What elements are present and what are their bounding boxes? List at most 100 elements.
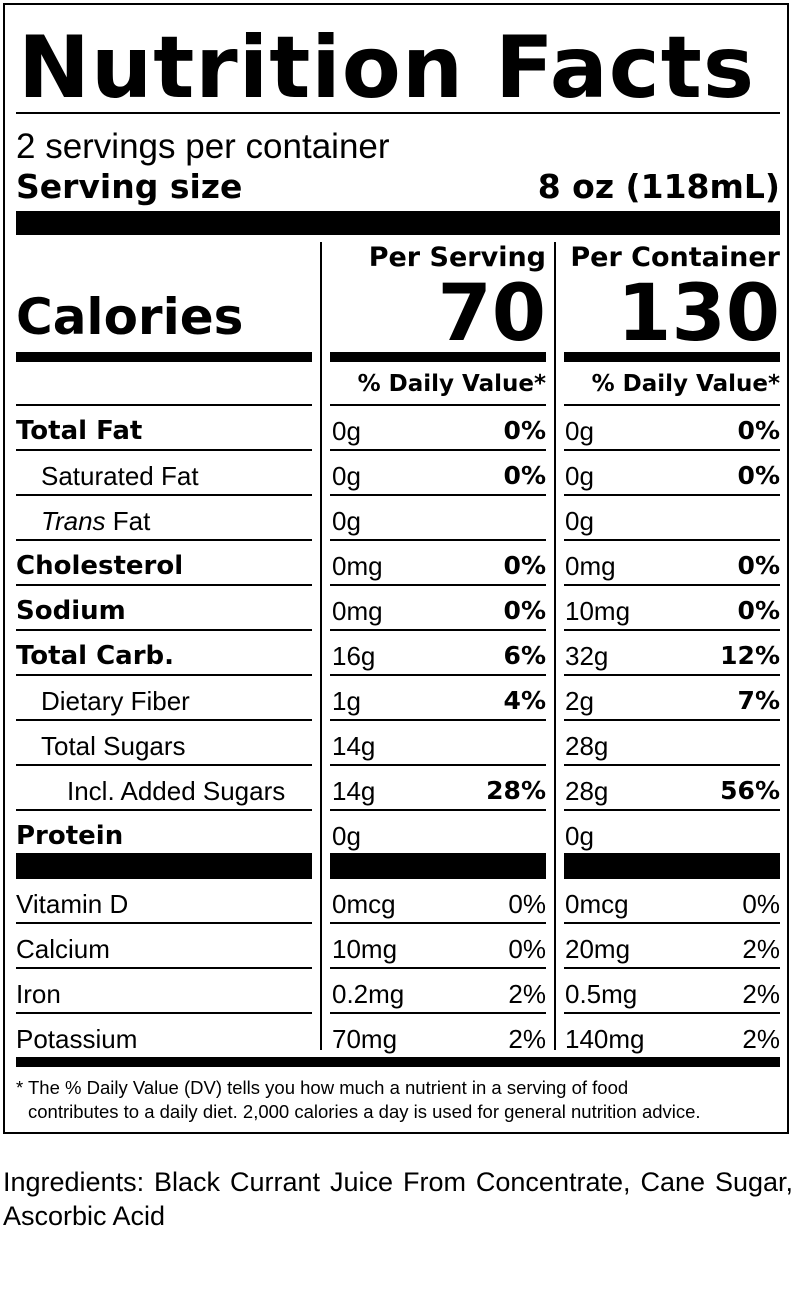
nutrient-name: Vitamin D (16, 889, 129, 919)
container-amount: 0g (565, 461, 594, 491)
container-amount: 32g (565, 641, 609, 671)
row-divider (330, 449, 546, 451)
per-container-header: Per Container (570, 242, 780, 273)
container-amount: 28g (565, 731, 609, 761)
nutrient-name: Total Fat (16, 416, 143, 446)
nutrient-name: Calcium (16, 934, 110, 964)
container-daily-value: 0% (737, 596, 780, 625)
row-divider (16, 719, 312, 721)
nutrient-name-italic: Trans (41, 506, 106, 536)
serving-amount: 70mg (332, 1024, 398, 1054)
serving-amount: 0g (332, 461, 361, 491)
calories-rule-left (16, 352, 312, 362)
per-serving-header: Per Serving (368, 242, 546, 273)
container-daily-value: 0% (742, 889, 780, 919)
row-divider (16, 494, 312, 496)
calories-rule-mid (330, 352, 546, 362)
row-divider (564, 922, 780, 924)
row-divider (330, 629, 546, 631)
row-divider (330, 1012, 546, 1014)
nutrient-name: Total Sugars (41, 731, 186, 761)
container-amount: 140mg (565, 1024, 645, 1054)
container-daily-value: 56% (720, 776, 780, 805)
nutrient-name: Sodium (16, 596, 126, 626)
panel-title: Nutrition Facts (18, 18, 756, 118)
serving-amount: 1g (332, 686, 361, 716)
thick-divider-vitamins-left (16, 853, 312, 879)
row-divider (564, 674, 780, 676)
container-daily-value: 0% (737, 461, 780, 490)
calories-label: Calories (16, 288, 244, 346)
serving-daily-value: 6% (503, 641, 546, 670)
serving-amount: 0mcg (332, 889, 396, 919)
serving-daily-value: 2% (508, 979, 546, 1009)
serving-amount: 16g (332, 641, 376, 671)
row-divider (330, 719, 546, 721)
dv-header-container: % Daily Value* (591, 371, 780, 397)
nutrient-name: Incl. Added Sugars (67, 776, 286, 806)
calories-rule-right (564, 352, 780, 362)
container-amount: 10mg (565, 596, 631, 626)
row-divider (564, 539, 780, 541)
serving-daily-value: 0% (503, 416, 546, 445)
calories-per-serving: 70 (437, 269, 546, 359)
container-amount: 20mg (565, 934, 631, 964)
container-amount: 0mg (565, 551, 616, 581)
row-divider (16, 967, 312, 969)
serving-daily-value: 0% (503, 551, 546, 580)
row-divider (564, 584, 780, 586)
row-divider (16, 629, 312, 631)
row-divider (564, 629, 780, 631)
servings-per-container: 2 servings per container (16, 127, 390, 166)
nutrient-name: Iron (16, 979, 61, 1009)
row-divider (330, 764, 546, 766)
row-divider (564, 449, 780, 451)
footnote-line-2: contributes to a daily diet. 2,000 calor… (28, 1101, 701, 1122)
container-amount: 28g (565, 776, 609, 806)
row-divider (564, 719, 780, 721)
row-divider (16, 584, 312, 586)
container-daily-value: 2% (742, 934, 780, 964)
nutrient-name: Total Carb. (16, 641, 175, 671)
row-divider (564, 1012, 780, 1014)
row-divider (16, 809, 312, 811)
row-divider (16, 922, 312, 924)
nutrient-name-rest: Fat (105, 506, 151, 536)
serving-amount: 0.2mg (332, 979, 405, 1009)
serving-amount: 0g (332, 506, 361, 536)
serving-size-value: 8 oz (118mL) (537, 167, 780, 206)
row-divider (564, 494, 780, 496)
serving-amount: 14g (332, 776, 376, 806)
column-divider-2 (554, 242, 556, 1050)
container-amount: 0.5mg (565, 979, 638, 1009)
container-amount: 0g (565, 821, 594, 851)
container-daily-value: 2% (742, 979, 780, 1009)
container-daily-value: 12% (720, 641, 780, 670)
row-divider (330, 674, 546, 676)
row-divider (564, 967, 780, 969)
row-divider (564, 404, 780, 406)
nutrition-facts-panel (3, 3, 789, 1134)
ingredients-list: Ingredients: Black Currant Juice From Co… (3, 1167, 793, 1231)
serving-amount: 0mg (332, 551, 383, 581)
row-divider (16, 674, 312, 676)
thick-divider-top (16, 211, 780, 235)
container-daily-value: 0% (737, 551, 780, 580)
row-divider (330, 494, 546, 496)
row-divider (16, 764, 312, 766)
serving-amount: 0g (332, 821, 361, 851)
thick-divider-vitamins-right (564, 853, 780, 879)
row-divider (16, 539, 312, 541)
row-divider (16, 404, 312, 406)
serving-daily-value: 4% (503, 686, 546, 715)
dv-header-serving: % Daily Value* (357, 371, 546, 397)
container-amount: 0mcg (565, 889, 629, 919)
footnote-line-1: * The % Daily Value (DV) tells you how m… (16, 1077, 629, 1098)
daily-value-footnote: * The % Daily Value (DV) tells you how m… (16, 1076, 766, 1124)
container-daily-value: 2% (742, 1024, 780, 1054)
row-divider (330, 967, 546, 969)
container-amount: 2g (565, 686, 594, 716)
thick-divider-bottom (16, 1057, 780, 1067)
serving-amount: 10mg (332, 934, 398, 964)
row-divider (330, 922, 546, 924)
